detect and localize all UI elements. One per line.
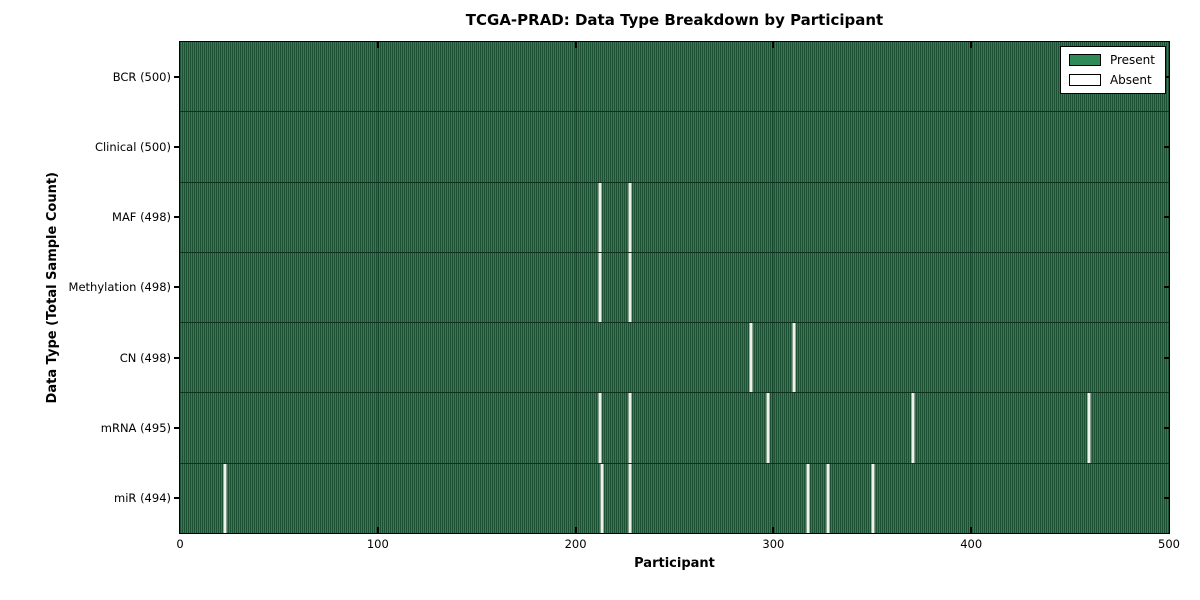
x-tick-mark (574, 42, 577, 48)
absent-marker (871, 463, 875, 533)
x-tick-label: 200 (564, 537, 587, 551)
legend-label: Present (1109, 53, 1155, 67)
y-tick-label: MAF (498) (112, 210, 171, 225)
row-band-mRNA: mRNA (495) (101, 393, 1169, 464)
y-tick-mark-left (174, 286, 179, 289)
y-tick-label: BCR (500) (112, 69, 171, 84)
absent-marker (826, 463, 830, 533)
y-tick-mark-right (1164, 216, 1169, 219)
x-tick-label: 400 (960, 537, 983, 551)
y-tick-mark-right (1164, 427, 1169, 430)
y-tick-mark-right (1164, 286, 1169, 289)
absent-marker (598, 393, 602, 463)
row-band-miR: miR (494) (114, 463, 1169, 533)
legend-item: Absent (1068, 73, 1155, 87)
absent-marker (628, 182, 632, 252)
y-tick-mark-left (174, 497, 179, 500)
row-band-Clinical: Clinical (500) (95, 112, 1169, 183)
x-gridline (772, 42, 774, 533)
absent-marker (749, 323, 753, 393)
y-tick-mark-right (1164, 356, 1169, 359)
absent-marker (600, 463, 604, 533)
absent-marker (806, 463, 810, 533)
y-tick-mark-left (174, 75, 179, 78)
row-band-BCR: BCR (500) (113, 42, 1169, 113)
x-gridline (970, 42, 972, 533)
row-band-CN: CN (498) (120, 323, 1169, 394)
absent-marker (792, 323, 796, 393)
x-tick-label: 300 (762, 537, 785, 551)
y-axis-label: Data Type (Total Sample Count) (44, 171, 60, 404)
x-tick-label: 0 (176, 537, 184, 551)
plot-area: BCR (500) Clinical (500) MAF (498) Methylat… (69, 41, 1180, 551)
chart-title: TCGA-PRAD: Data Type Breakdown by Partic… (465, 11, 884, 29)
y-tick-mark-left (174, 427, 179, 430)
x-tick-mark (970, 42, 973, 48)
y-tick-mark-left (174, 356, 179, 359)
absent-marker (911, 393, 915, 463)
x-tick-label: 100 (366, 537, 389, 551)
x-gridline (377, 42, 379, 533)
y-tick-mark-left (174, 216, 179, 219)
x-tick-label: 500 (1158, 537, 1180, 551)
y-tick-label: miR (494) (114, 491, 171, 506)
y-tick-mark-right (1164, 145, 1169, 148)
absent-marker (1087, 393, 1091, 463)
row-band-Methylation: Methylation (498) (69, 252, 1169, 324)
absent-marker (628, 463, 632, 533)
absent-marker (628, 252, 632, 323)
x-tick-mark (376, 527, 379, 533)
x-tick-mark (970, 527, 973, 533)
y-tick-label: mRNA (495) (100, 421, 171, 436)
legend-item: Present (1068, 53, 1155, 67)
legend-swatch-icon (1068, 54, 1101, 66)
y-tick-label: Methylation (498) (68, 280, 171, 295)
x-gridline (575, 42, 577, 533)
row-container: BCR (500) Clinical (500) MAF (498) Methylat… (69, 42, 1169, 533)
x-tick-mark (772, 42, 775, 48)
legend-swatch-icon (1068, 74, 1101, 86)
x-axis-label: Participant (634, 556, 715, 571)
absent-marker (628, 393, 632, 463)
x-tick-mark (376, 42, 379, 48)
y-tick-mark-right (1164, 497, 1169, 500)
y-tick-label: Clinical (500) (94, 139, 171, 154)
y-tick-mark-left (174, 145, 179, 148)
y-tick-mark-right (1164, 75, 1169, 78)
legend: Present Absent (1059, 46, 1166, 94)
absent-marker (766, 393, 770, 463)
absent-marker (598, 182, 602, 252)
row-band-MAF: MAF (498) (112, 182, 1169, 253)
x-tick-mark (574, 527, 577, 533)
y-tick-label: CN (498) (119, 350, 171, 365)
absent-marker (223, 463, 226, 533)
legend-label: Absent (1109, 73, 1152, 87)
absent-marker (598, 252, 602, 323)
x-tick-mark (772, 527, 775, 533)
